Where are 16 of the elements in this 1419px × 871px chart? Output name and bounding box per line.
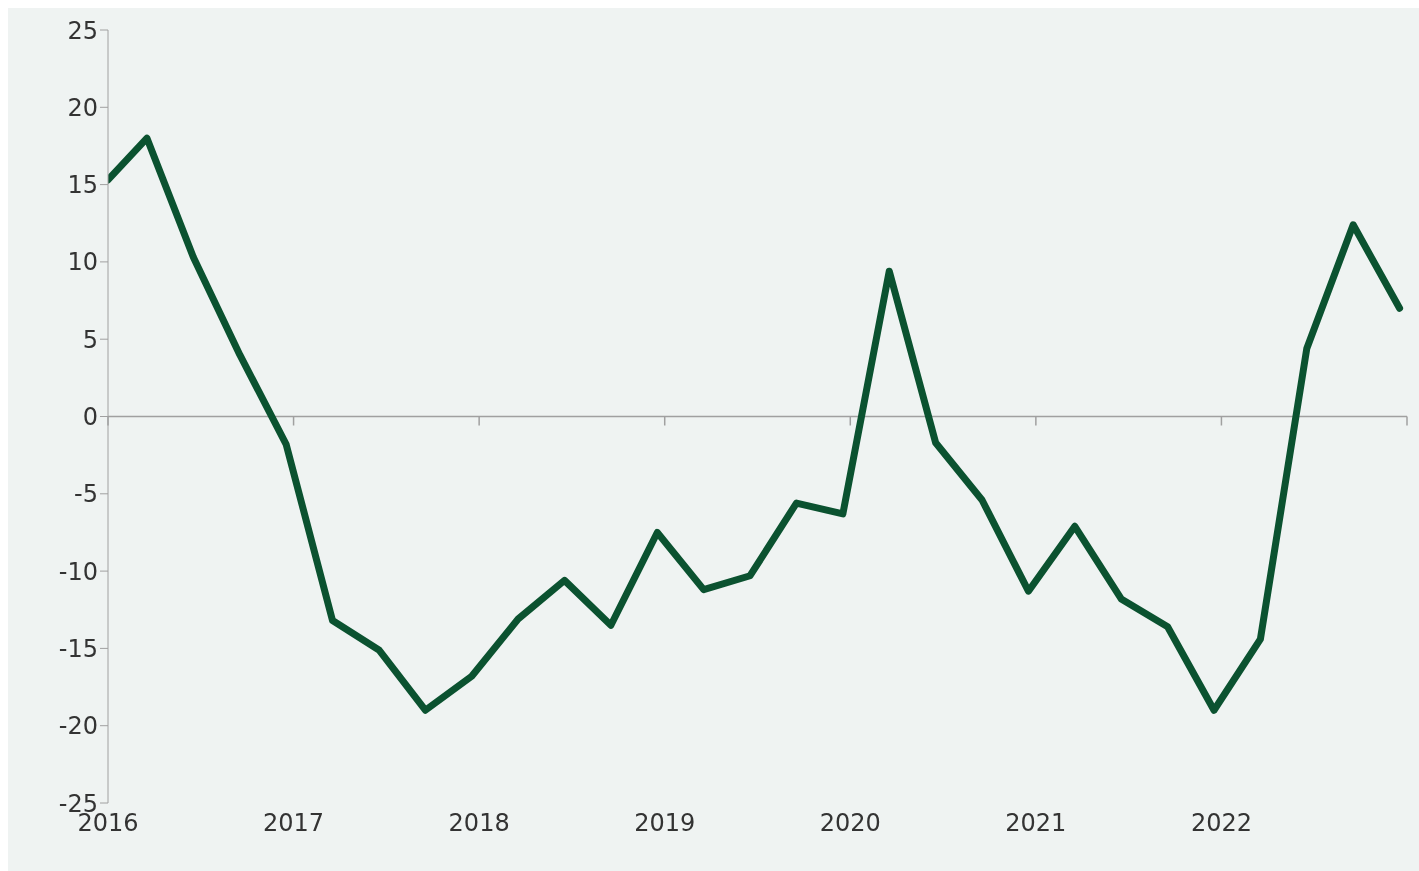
x-tick-label: 2021 <box>1005 809 1067 837</box>
x-tick-label: 2018 <box>448 809 510 837</box>
y-tick-label: 10 <box>67 248 98 277</box>
y-tick-label: 0 <box>82 403 98 432</box>
y-tick-label: -15 <box>58 634 98 663</box>
y-tick-label: 25 <box>67 16 98 45</box>
x-tick-label: 2019 <box>634 809 696 837</box>
y-tick-label: 5 <box>82 325 98 354</box>
x-tick-label: 2017 <box>263 809 325 837</box>
y-tick-label: -20 <box>58 712 98 741</box>
y-tick-label: 15 <box>67 171 98 200</box>
y-tick-label: -10 <box>58 557 98 586</box>
y-tick-label: 20 <box>67 93 98 122</box>
x-tick-label: 2022 <box>1190 809 1252 837</box>
y-tick-label: -5 <box>74 480 98 509</box>
x-tick-label: 2020 <box>819 809 881 837</box>
